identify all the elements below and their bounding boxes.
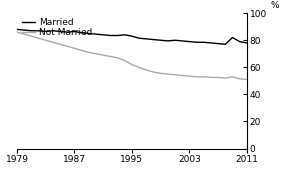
Married [181, 40, 184, 42]
Not Married [231, 76, 234, 78]
Married [80, 32, 83, 34]
Not Married [109, 55, 112, 57]
Not Married [138, 66, 141, 68]
Not Married [15, 31, 19, 33]
Married [159, 39, 162, 41]
Not Married [116, 57, 119, 59]
Married [166, 40, 170, 42]
Not Married [145, 69, 148, 71]
Y-axis label: %: % [270, 2, 279, 11]
Not Married [58, 43, 62, 45]
Married [15, 28, 19, 30]
Line: Married: Married [17, 29, 247, 44]
Married [44, 30, 48, 32]
Not Married [44, 39, 48, 41]
Married [116, 35, 119, 37]
Married [23, 29, 26, 31]
Married [123, 34, 127, 36]
Married [94, 33, 98, 35]
Married [30, 30, 33, 32]
Married [202, 41, 205, 43]
Not Married [188, 75, 191, 77]
Not Married [130, 64, 134, 66]
Legend: Married, Not Married: Married, Not Married [22, 18, 92, 37]
Not Married [123, 59, 127, 62]
Married [145, 38, 148, 40]
Not Married [173, 74, 177, 76]
Not Married [37, 37, 40, 39]
Married [152, 39, 155, 41]
Not Married [66, 45, 69, 47]
Not Married [224, 77, 227, 79]
Not Married [51, 41, 55, 43]
Married [138, 37, 141, 39]
Not Married [30, 35, 33, 37]
Married [188, 41, 191, 43]
Married [37, 30, 40, 32]
Married [87, 32, 91, 35]
Not Married [216, 76, 220, 79]
Not Married [195, 76, 198, 78]
Not Married [209, 76, 213, 79]
Married [245, 42, 248, 44]
Married [231, 37, 234, 39]
Married [58, 30, 62, 32]
Married [130, 35, 134, 37]
Married [102, 34, 105, 36]
Not Married [202, 76, 205, 78]
Not Married [159, 72, 162, 74]
Married [195, 41, 198, 43]
Line: Not Married: Not Married [17, 32, 247, 80]
Married [109, 35, 112, 37]
Not Married [102, 54, 105, 56]
Not Married [23, 33, 26, 35]
Not Married [238, 78, 241, 80]
Not Married [73, 47, 76, 49]
Married [209, 42, 213, 44]
Married [51, 30, 55, 32]
Not Married [245, 79, 248, 81]
Married [73, 30, 76, 32]
Married [173, 39, 177, 41]
Married [238, 41, 241, 43]
Married [224, 43, 227, 45]
Married [216, 43, 220, 45]
Married [66, 31, 69, 33]
Not Married [94, 53, 98, 55]
Not Married [166, 73, 170, 75]
Not Married [181, 74, 184, 76]
Not Married [87, 51, 91, 53]
Not Married [152, 71, 155, 73]
Not Married [80, 49, 83, 51]
